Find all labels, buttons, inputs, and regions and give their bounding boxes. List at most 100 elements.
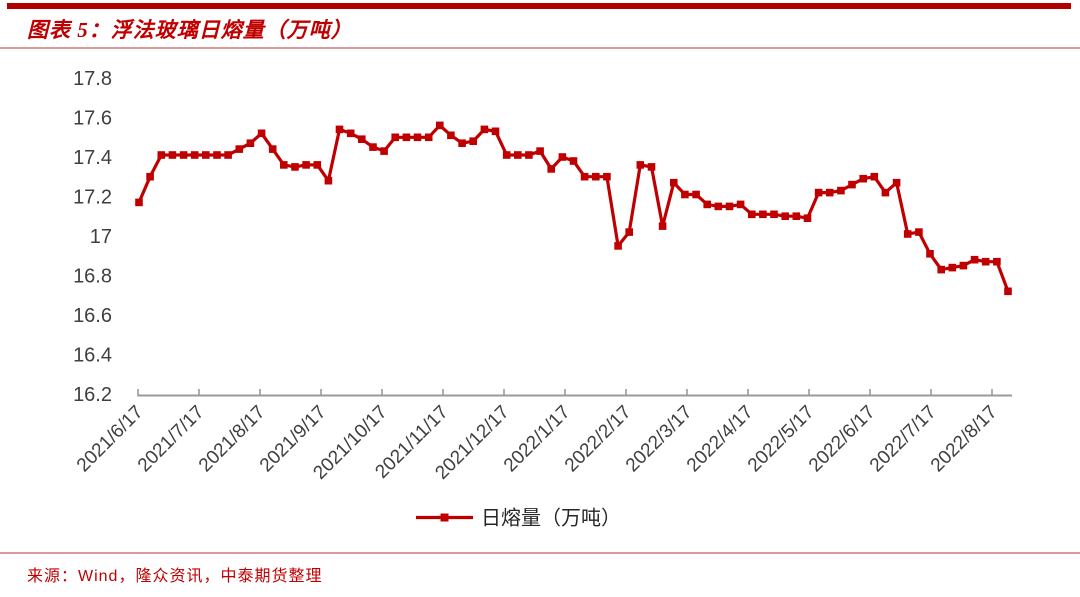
top-red-bar — [7, 3, 1071, 9]
data-point-marker — [514, 151, 522, 159]
data-point-marker — [625, 228, 633, 236]
y-tick-label: 16.4 — [73, 345, 112, 367]
data-point-marker — [235, 145, 244, 153]
data-point-marker — [692, 190, 700, 199]
data-point-marker — [257, 129, 266, 138]
data-point-marker — [592, 172, 600, 181]
data-point-marker — [224, 151, 232, 159]
data-point-marker — [825, 188, 834, 197]
data-point-marker — [447, 131, 455, 140]
y-tick-label: 16.2 — [73, 384, 112, 406]
data-point-marker — [647, 163, 656, 171]
data-point-marker — [859, 174, 867, 183]
y-tick-label: 17 — [90, 226, 112, 248]
data-point-marker — [603, 172, 611, 181]
data-point-marker — [458, 139, 466, 147]
data-point-marker — [614, 242, 622, 250]
data-point-marker — [970, 255, 979, 264]
data-point-marker — [792, 212, 801, 220]
data-point-marker — [580, 172, 589, 181]
data-point-marker — [870, 172, 879, 181]
data-point-marker — [703, 200, 711, 209]
data-point-marker — [358, 135, 366, 143]
y-tick-label: 17.2 — [73, 187, 112, 209]
data-point-marker — [736, 200, 745, 209]
data-point-marker — [157, 151, 166, 159]
data-point-marker — [502, 151, 511, 159]
data-point-marker — [268, 145, 277, 153]
data-point-marker — [770, 210, 778, 219]
data-point-marker — [547, 165, 555, 173]
data-point-marker — [402, 133, 411, 142]
data-point-marker — [658, 222, 667, 230]
series-line-group — [135, 121, 1012, 296]
data-point-marker — [848, 180, 856, 189]
data-point-marker — [558, 153, 567, 161]
title-underline-rule — [0, 47, 1080, 49]
data-point-marker — [346, 129, 355, 138]
data-point-marker — [536, 147, 544, 155]
data-point-marker — [981, 257, 990, 266]
data-point-marker — [469, 137, 477, 145]
data-point-marker — [413, 133, 422, 142]
data-point-marker — [926, 250, 934, 258]
data-point-marker — [993, 257, 1001, 266]
data-point-marker — [837, 186, 845, 195]
data-point-marker — [369, 143, 377, 151]
data-point-marker — [892, 178, 901, 187]
data-point-marker — [759, 210, 767, 219]
x-axis-labels: 2021/6/172021/7/172021/8/172021/9/172021… — [73, 402, 1002, 484]
data-point-marker — [324, 176, 333, 185]
data-point-marker — [302, 161, 310, 169]
y-tick-label: 16.6 — [73, 305, 112, 327]
data-point-marker — [670, 178, 678, 187]
data-point-marker — [202, 151, 210, 159]
data-point-marker — [937, 265, 945, 274]
data-point-marker — [213, 151, 221, 159]
data-point-marker — [146, 172, 154, 181]
data-point-marker — [436, 121, 444, 130]
data-point-marker — [748, 210, 756, 219]
legend-label: 日熔量（万吨） — [481, 507, 621, 530]
figure-title: 图表 5：浮法玻璃日熔量（万吨） — [27, 18, 353, 42]
legend-marker-icon — [440, 513, 449, 522]
data-point-marker — [725, 202, 734, 211]
source-note: 来源：Wind，隆众资讯，中泰期货整理 — [27, 568, 323, 585]
data-point-marker — [803, 214, 812, 222]
data-point-marker — [291, 163, 299, 171]
legend: 日熔量（万吨） — [416, 507, 621, 530]
data-point-marker — [915, 228, 923, 236]
data-point-marker — [135, 198, 143, 207]
data-point-marker — [280, 161, 288, 169]
y-tick-label: 17.4 — [73, 147, 112, 169]
data-point-marker — [1004, 287, 1012, 296]
data-point-marker — [179, 151, 188, 159]
data-point-marker — [391, 133, 399, 142]
y-axis-labels: 17.8 17.6 17.4 17.2 17 16.8 16.6 16.4 16.2 — [73, 68, 112, 406]
data-point-marker — [781, 212, 789, 220]
data-point-marker — [903, 230, 912, 238]
data-point-marker — [569, 157, 578, 165]
data-point-marker — [881, 188, 890, 197]
data-point-marker — [246, 139, 255, 147]
y-tick-label: 17.8 — [73, 68, 112, 90]
data-point-marker — [814, 188, 823, 197]
y-tick-label: 17.6 — [73, 108, 112, 130]
data-point-marker — [525, 151, 533, 159]
data-point-marker — [714, 202, 723, 211]
y-tick-label: 16.8 — [73, 266, 112, 288]
data-point-marker — [480, 125, 489, 134]
data-point-marker — [313, 161, 322, 169]
data-point-marker — [190, 151, 199, 159]
data-point-marker — [168, 151, 177, 159]
data-point-marker — [959, 261, 968, 270]
data-point-marker — [636, 161, 645, 169]
data-point-marker — [335, 125, 344, 134]
data-point-marker — [491, 127, 500, 136]
footer-rule — [0, 552, 1080, 554]
data-point-marker — [424, 133, 433, 142]
data-point-marker — [380, 147, 388, 155]
data-point-marker — [948, 263, 957, 272]
